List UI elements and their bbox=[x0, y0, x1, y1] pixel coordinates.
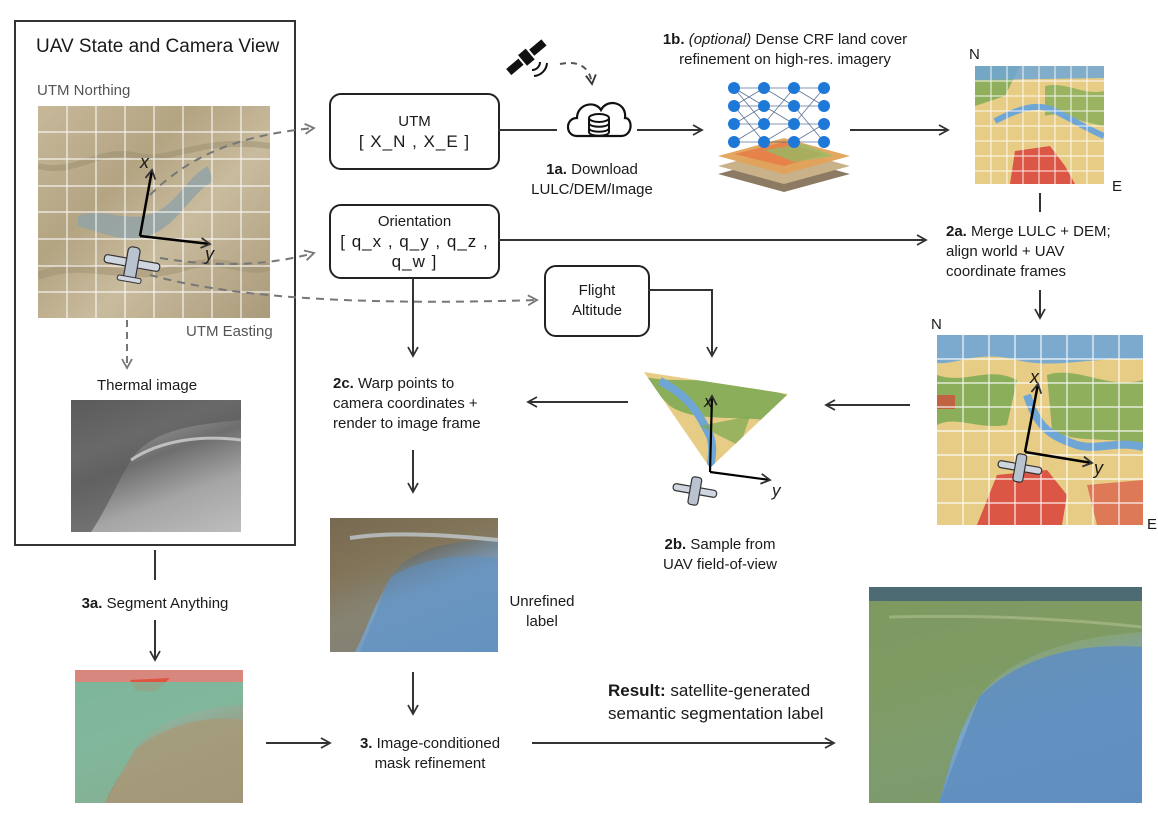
flight-altitude-line1: Flight bbox=[578, 282, 616, 299]
map-axis-y: y bbox=[205, 244, 214, 264]
step-3-caption: 3. Image-conditioned mask refinement bbox=[359, 735, 501, 772]
satellite-icon bbox=[506, 39, 548, 77]
step-2b-caption: 2b. Sample from UAV field-of-view bbox=[663, 536, 777, 573]
utm-northing-label: UTM Northing bbox=[37, 82, 131, 99]
unrefined-label-caption: Unrefined label bbox=[509, 593, 575, 630]
fov-axis-x: x bbox=[704, 392, 713, 411]
satellite-map bbox=[38, 106, 270, 318]
utm-box-title: UTM bbox=[398, 112, 431, 130]
field-of-view-graphic bbox=[644, 372, 788, 468]
dashed-arrow-altitude bbox=[149, 274, 539, 307]
fov-axis-y: y bbox=[772, 481, 781, 500]
land-cover-map-graphic bbox=[975, 66, 1104, 184]
map-axis-x: x bbox=[140, 152, 149, 172]
large-map-axis-x: x bbox=[1030, 367, 1039, 387]
sam-segmentation-graphic bbox=[75, 670, 243, 803]
satellite-map-graphic bbox=[38, 106, 270, 318]
thermal-image-label: Thermal image bbox=[97, 377, 198, 394]
flight-altitude-box: Flight Altitude bbox=[544, 265, 650, 337]
result-segmentation-image bbox=[869, 587, 1142, 803]
uav-state-panel bbox=[14, 20, 296, 546]
thermal-image-graphic bbox=[71, 400, 241, 532]
arrow-altitude-to-fov bbox=[648, 289, 718, 358]
neural-network-graphic bbox=[718, 82, 850, 192]
step-3a-caption: 3a. Segment Anything bbox=[81, 595, 229, 612]
unrefined-label-image bbox=[330, 518, 498, 652]
dashed-arrow-orientation bbox=[159, 249, 316, 265]
flight-altitude-line2: Altitude bbox=[571, 302, 623, 319]
unrefined-label-graphic bbox=[330, 518, 498, 652]
result-caption: Result: satellite-generated semantic seg… bbox=[608, 681, 824, 723]
land-cover-map bbox=[975, 66, 1104, 184]
orientation-box-title: Orientation bbox=[377, 212, 452, 230]
uav-icon-map bbox=[103, 246, 161, 284]
uav-icon-fov bbox=[672, 476, 718, 506]
large-map-axis-y: y bbox=[1094, 458, 1103, 478]
utm-box-vector: [ X_N , X_E ] bbox=[358, 131, 471, 151]
uav-icon-large-map bbox=[997, 453, 1043, 483]
step-2a-caption: 2a. Merge LULC + DEM; align world + UAV … bbox=[946, 223, 1111, 280]
dashed-arrow-utm bbox=[149, 123, 316, 196]
step-1b-caption: 1b. (optional) Dense CRF land cover refi… bbox=[662, 31, 908, 68]
uav-panel-title: UAV State and Camera View bbox=[36, 36, 280, 57]
utm-box: UTM [ X_N , X_E ] bbox=[329, 93, 500, 170]
orientation-box-vector: [ q_x , q_y , q_z , q_w ] bbox=[340, 231, 489, 271]
east-label-large: E bbox=[1147, 516, 1158, 533]
sam-segmentation-image bbox=[75, 670, 243, 803]
dashed-arrow-satellite bbox=[559, 62, 597, 86]
orientation-box: Orientation [ q_x , q_y , q_z , q_w ] bbox=[329, 204, 500, 279]
thermal-image bbox=[71, 400, 241, 532]
step-2c-caption: 2c. Warp points to camera coordinates + … bbox=[333, 375, 481, 432]
result-segmentation-graphic bbox=[869, 587, 1142, 803]
step-1a-caption: 1a. Download LULC/DEM/Image bbox=[531, 161, 653, 198]
aligned-land-cover-map bbox=[937, 335, 1143, 525]
cloud-database-icon bbox=[566, 101, 632, 138]
north-label-large: N bbox=[931, 316, 942, 333]
utm-easting-label: UTM Easting bbox=[186, 323, 273, 340]
north-label-small: N bbox=[969, 46, 980, 63]
aligned-land-cover-map-graphic bbox=[937, 335, 1143, 525]
east-label-small: E bbox=[1112, 178, 1123, 195]
